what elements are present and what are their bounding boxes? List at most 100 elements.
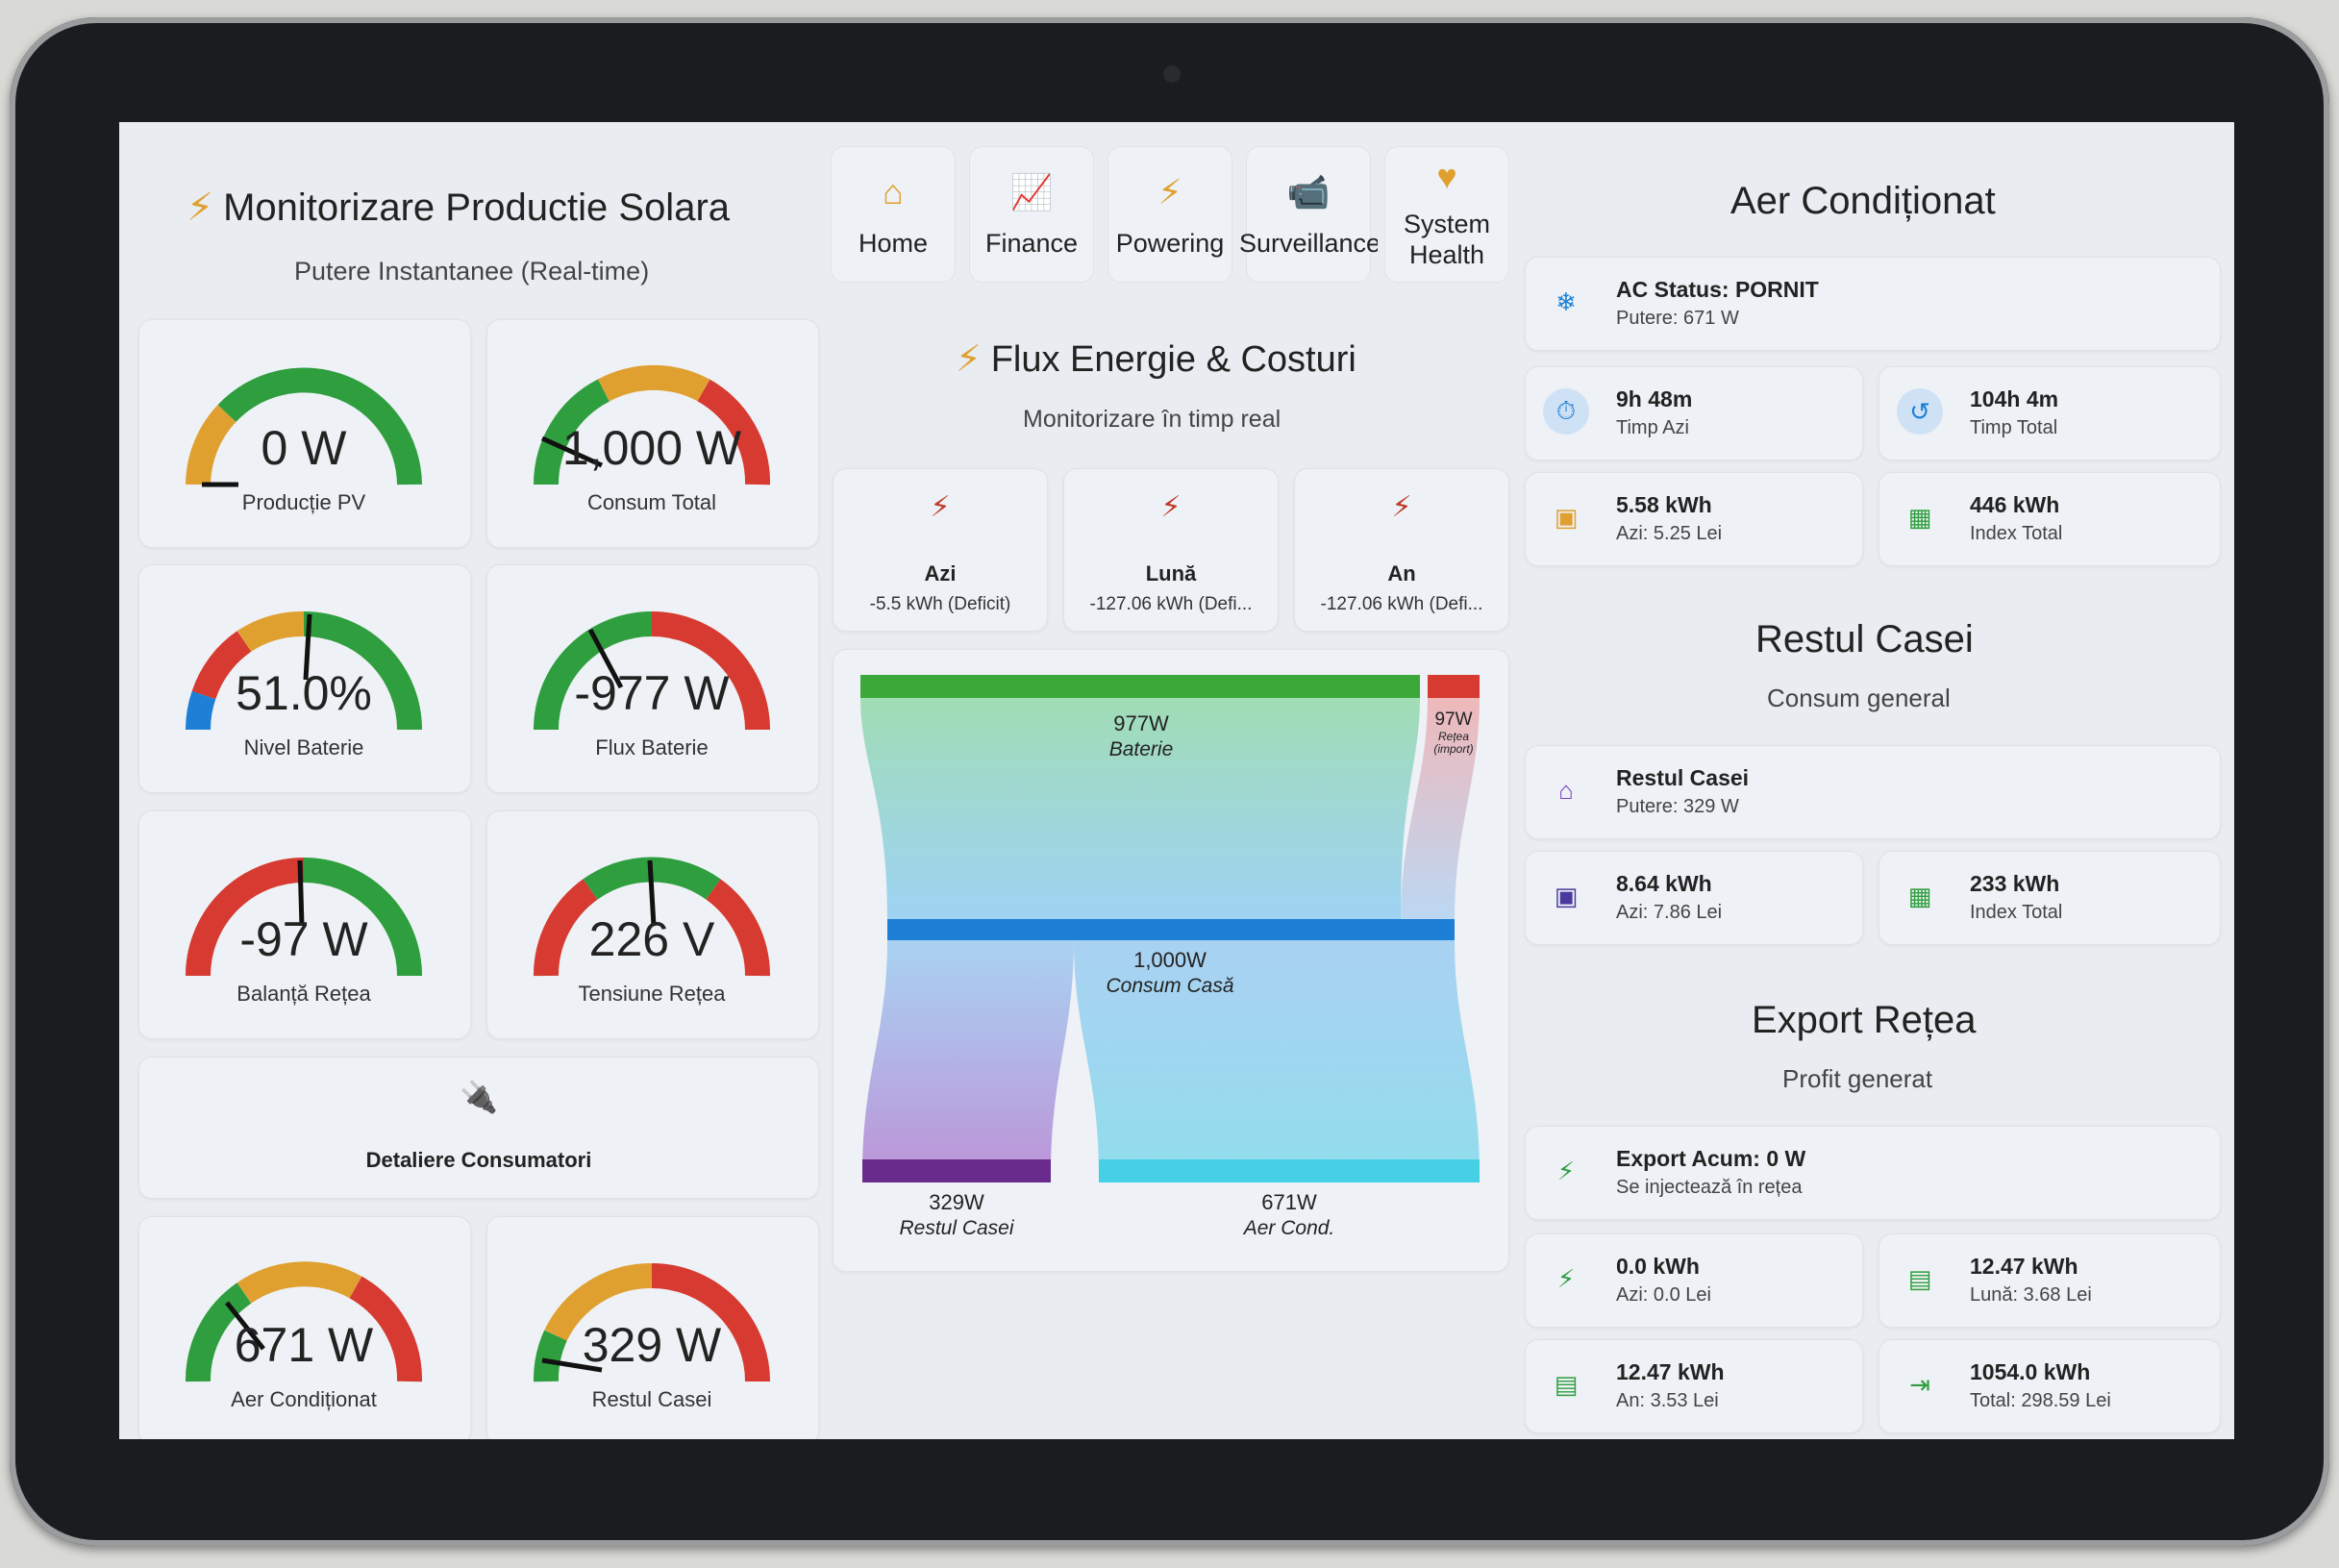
flux-card-name: Azi	[924, 561, 957, 585]
home-icon: ⌂	[1558, 775, 1574, 805]
consumers-card[interactable]: 🔌 Detaliere Consumatori	[138, 1057, 819, 1199]
sankey-rest-value: 329W	[929, 1190, 984, 1214]
export-total-label: Total: 298.59 Lei	[1970, 1390, 2111, 1411]
export-month-card[interactable]: ▤ 12.47 kWh Lună: 3.68 Lei	[1879, 1233, 2221, 1328]
flux-card-name: Lună	[1145, 561, 1197, 585]
export-month-label: Lună: 3.68 Lei	[1970, 1284, 2092, 1306]
cctv-icon: 📹	[1286, 172, 1331, 212]
gauge-card-consum[interactable]	[486, 319, 819, 548]
gauge-value: -977 W	[574, 666, 730, 720]
gauge-value: 226 V	[588, 912, 715, 966]
ac-time-total: 104h 4m	[1970, 386, 2059, 411]
ac-status: AC Status: PORNIT	[1616, 277, 1819, 302]
sankey-house-value: 1,000W	[1133, 948, 1207, 972]
heart-pulse-icon: ♥	[1436, 157, 1457, 196]
gauge-tensiune-retea: 226 V Tensiune Rețea	[486, 810, 817, 1037]
flux-card-an[interactable]: ⚡ An -127.06 kWh (Defi...	[1294, 468, 1509, 632]
sankey-house-name: Consum Casă	[1106, 975, 1234, 997]
house-energy-card[interactable]: ▣ 8.64 kWh Azi: 7.86 Lei	[1525, 851, 1863, 945]
export-year-card[interactable]: ▤ 12.47 kWh An: 3.53 Lei	[1525, 1339, 1863, 1433]
flow-house-to-ac	[1074, 940, 1480, 1175]
ac-power: Putere: 671 W	[1616, 308, 1739, 329]
front-camera	[1163, 65, 1181, 83]
gauge-needle	[303, 613, 312, 681]
flux-title: ⚡ Flux Energie & Costuri	[956, 337, 1356, 381]
gauge-value: 1,000 W	[561, 421, 742, 475]
flux-card-luna[interactable]: ⚡ Lună -127.06 kWh (Defi...	[1063, 468, 1279, 632]
sankey-battery-name: Baterie	[1108, 738, 1174, 760]
gauge-nivel-baterie: 51.0% Nivel Baterie	[138, 564, 469, 791]
nav-system-health-button[interactable]: ♥ System Health	[1384, 146, 1509, 283]
consumers-title: Detaliere Consumatori	[365, 1148, 592, 1172]
ac-time-total-card[interactable]: ↺ 104h 4m Timp Total	[1879, 366, 2221, 460]
dashboard-screen: ⚡ Monitorizare Productie Solara Putere In…	[119, 122, 2234, 1439]
nav-finance-button[interactable]: 📈 Finance	[969, 146, 1094, 283]
sankey-house-label: 1,000W Consum Casă	[1055, 948, 1285, 998]
home-icon: ⌂	[883, 172, 904, 212]
house-index-label: Index Total	[1970, 902, 2063, 923]
house-power: Putere: 329 W	[1616, 796, 1739, 817]
gauge-card-balanta[interactable]	[138, 810, 471, 1039]
gauge-aer-conditionat: 671 W Aer Condiționat	[138, 1216, 469, 1439]
nav-powering-button[interactable]: ⚡ Powering	[1107, 146, 1232, 283]
nav-surveillance-button[interactable]: 📹 Surveillance	[1239, 146, 1378, 283]
flow-grid-to-house	[1401, 696, 1480, 921]
house-name: Restul Casei	[1616, 765, 1750, 790]
gauge-label: Balanță Rețea	[236, 982, 371, 1006]
transmission-tower-icon: ⚡	[1160, 491, 1182, 523]
gauge-restul-casei: 329 W Restul Casei	[486, 1216, 817, 1439]
gauge-flux-baterie: -977 W Flux Baterie	[486, 564, 817, 791]
sankey-ac-label: 671W Aer Cond.	[1193, 1190, 1385, 1240]
export-today: 0.0 kWh	[1616, 1254, 1700, 1279]
node-ac	[1099, 1159, 1480, 1182]
gauge-value: 329 W	[582, 1318, 722, 1372]
export-subtitle: Profit generat	[1782, 1064, 1933, 1093]
gauge-card-flux-baterie[interactable]	[486, 564, 819, 793]
flux-card-detail: -127.06 kWh (Defi...	[1320, 594, 1483, 614]
cash-icon: ▣	[1554, 502, 1579, 532]
transmission-tower-icon: ⚡	[1391, 491, 1412, 523]
gauge-card-pv[interactable]	[138, 319, 471, 548]
flow-house-to-rest	[862, 940, 1074, 1175]
ac-time-today-card[interactable]: ⏱ 9h 48m Timp Azi	[1525, 366, 1863, 460]
gauge-label: Nivel Baterie	[243, 735, 364, 759]
cash-icon: ▣	[1554, 881, 1579, 910]
flow-battery-to-house	[860, 696, 1420, 921]
gauge-label: Restul Casei	[591, 1387, 712, 1411]
nav-label: Finance	[984, 229, 1079, 258]
solar-subtitle: Putere Instantanee (Real-time)	[294, 257, 650, 286]
gauge-card-ac[interactable]	[138, 1216, 471, 1439]
house-index-card[interactable]: ▦ 233 kWh Index Total	[1879, 851, 2221, 945]
gauge-needle	[225, 1301, 265, 1351]
export-today-card[interactable]: ⚡ 0.0 kWh Azi: 0.0 Lei	[1525, 1233, 1863, 1328]
export-title: Export Rețea	[1752, 999, 1977, 1041]
nav-label: System Health	[1403, 210, 1491, 269]
node-house	[887, 919, 1455, 940]
sankey-grid-name: Rețea (import)	[1433, 730, 1474, 756]
gauge-card-restul[interactable]	[486, 1216, 819, 1439]
ac-index-card[interactable]: ▦ 446 kWh Index Total	[1879, 472, 2221, 566]
house-status-card[interactable]: ⌂ Restul Casei Putere: 329 W	[1525, 745, 2221, 839]
gauge-needle	[587, 628, 624, 689]
nav-home-button[interactable]: ⌂ Home	[831, 146, 956, 283]
ac-energy-card[interactable]: ▣ 5.58 kWh Azi: 5.25 Lei	[1525, 472, 1863, 566]
sankey-battery-label: 977W Baterie	[1045, 711, 1237, 761]
ac-index: 446 kWh	[1970, 492, 2060, 517]
nav-label: Powering	[1115, 229, 1225, 258]
plug-icon: 🔌	[460, 1080, 498, 1114]
ac-title: Aer Condiționat	[1730, 180, 1996, 222]
export-now-card[interactable]: ⚡ Export Acum: 0 W Se injectează în rețe…	[1525, 1126, 2221, 1220]
sankey-grid-value: 97W	[1434, 709, 1473, 730]
nav-label: Surveillance	[1239, 229, 1378, 258]
history-icon: ↺	[1897, 388, 1943, 435]
house-energy-label: Azi: 7.86 Lei	[1616, 902, 1723, 923]
export-total-card[interactable]: ⇥ 1054.0 kWh Total: 298.59 Lei	[1879, 1339, 2221, 1433]
energy-flow-sankey[interactable]: 977W Baterie 97W Rețea (import) 1,000W Cons…	[833, 649, 1509, 1272]
flux-card-detail: -127.06 kWh (Defi...	[1089, 594, 1253, 614]
solar-title: ⚡ Monitorizare Productie Solara	[187, 186, 730, 230]
counter-icon: ▦	[1907, 881, 1932, 910]
flux-card-azi[interactable]: ⚡ Azi -5.5 kWh (Deficit)	[833, 468, 1048, 632]
node-grid	[1428, 675, 1480, 698]
ac-status-card[interactable]: ❄ AC Status: PORNIT Putere: 671 W	[1525, 257, 2221, 351]
house-energy: 8.64 kWh	[1616, 871, 1712, 896]
